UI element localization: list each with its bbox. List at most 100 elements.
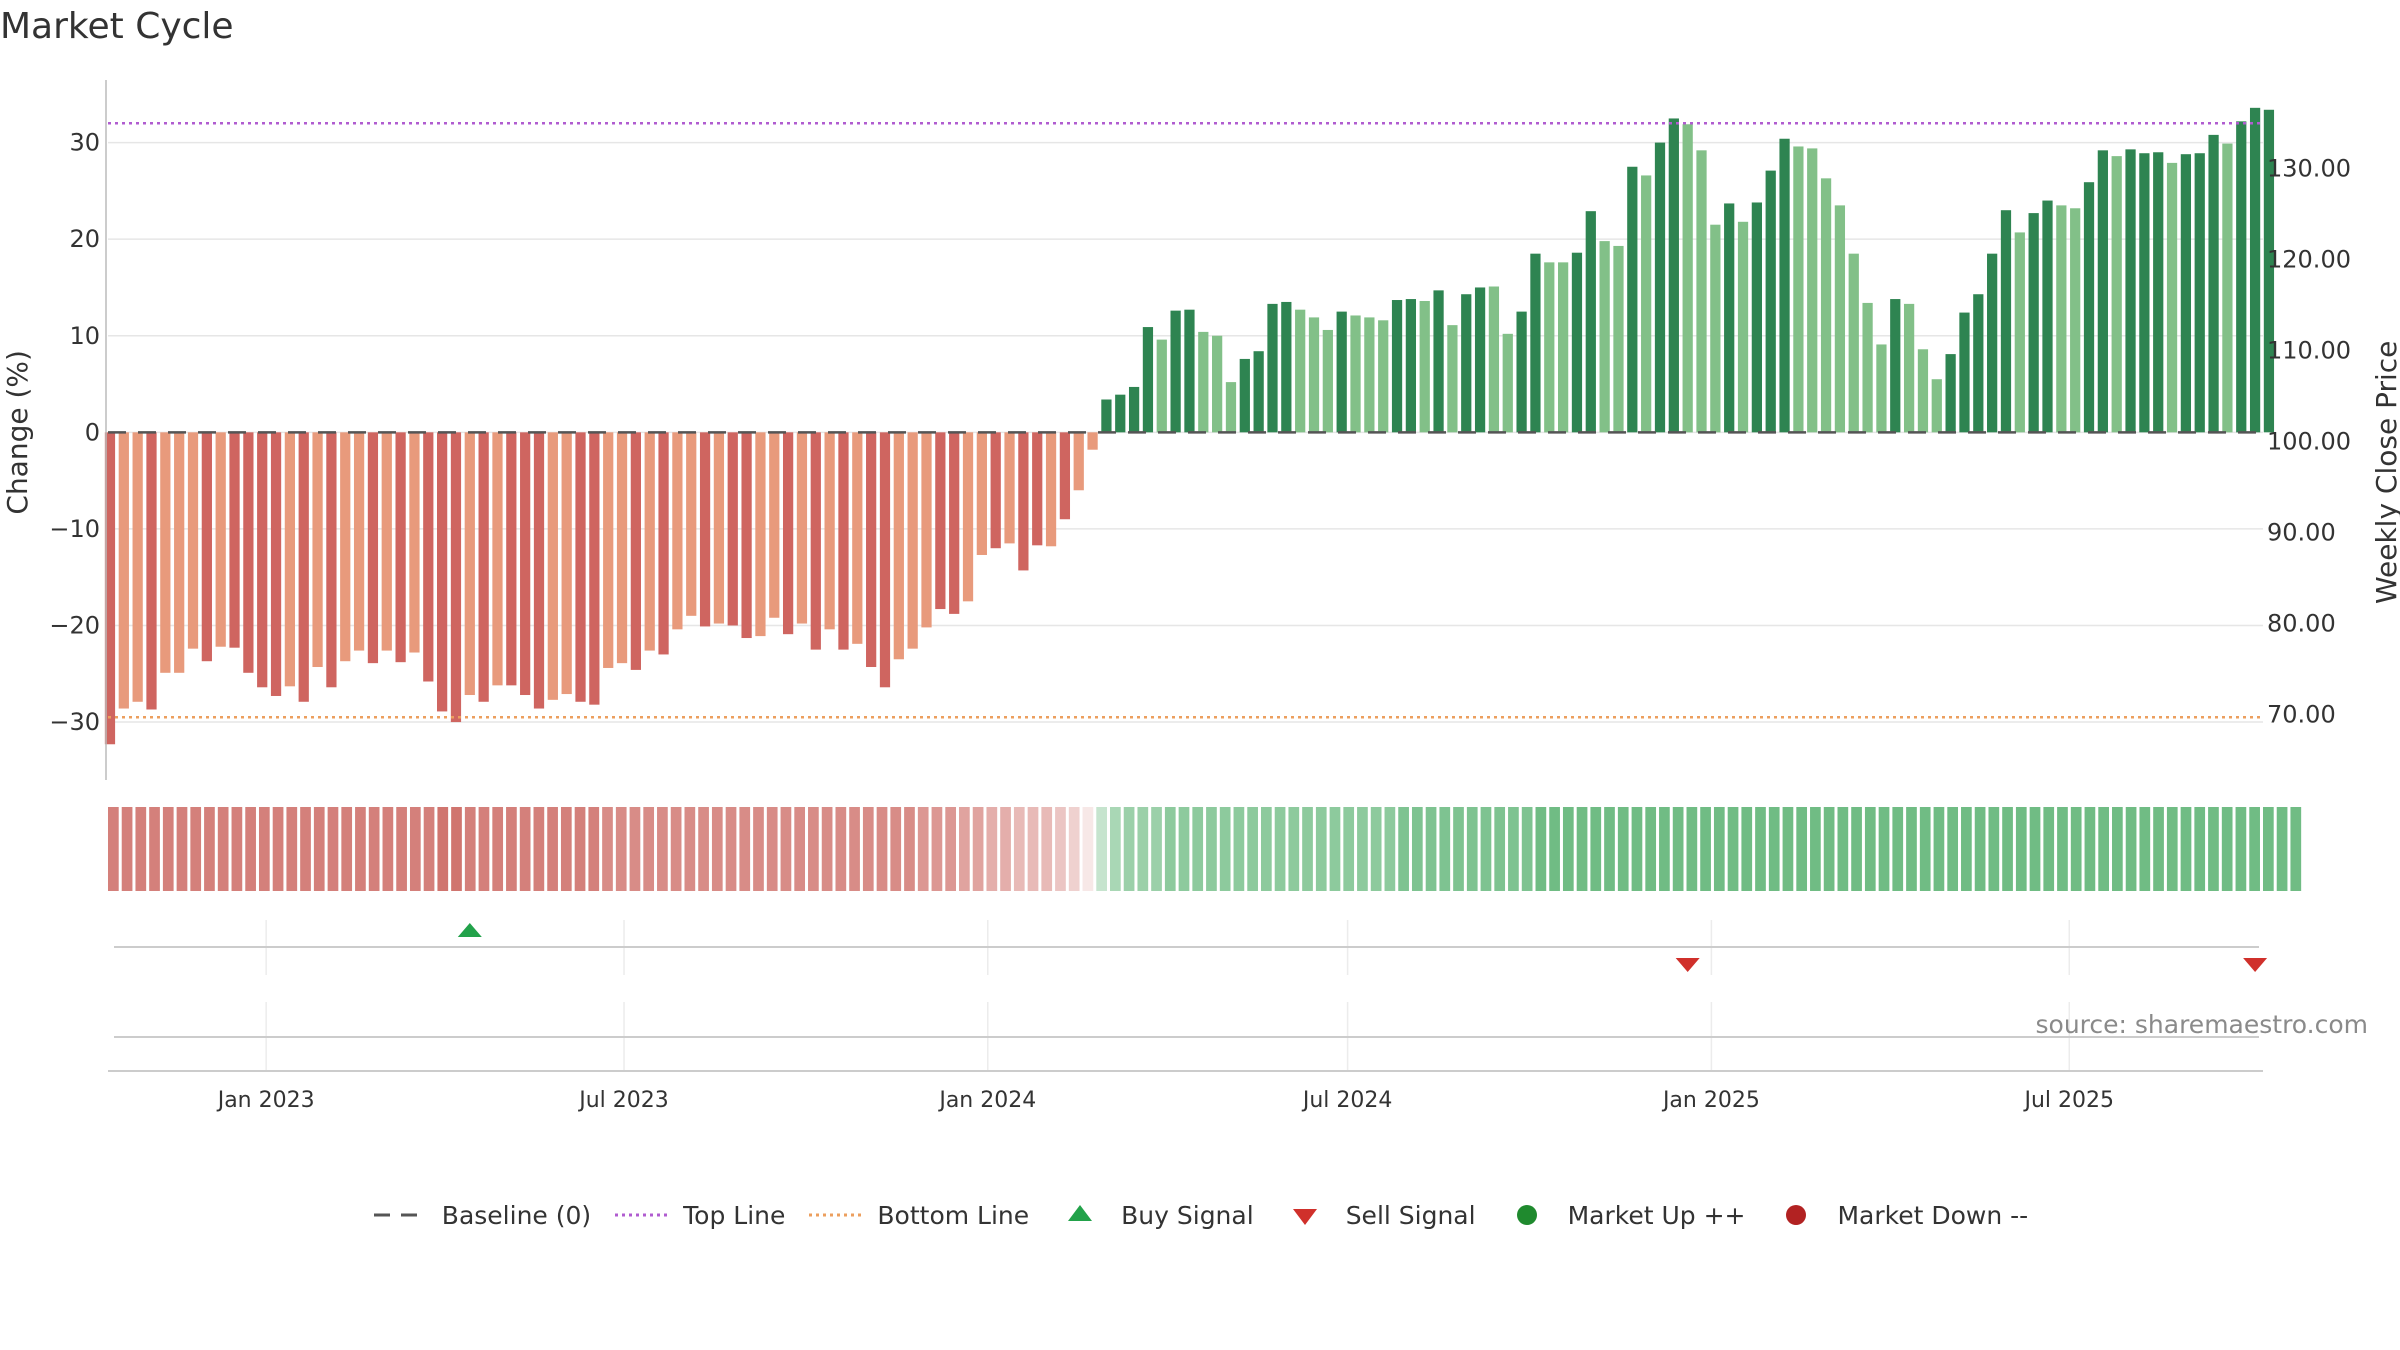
strength-cell	[1000, 807, 1011, 891]
strength-cell	[574, 807, 586, 891]
strength-cell	[1192, 807, 1204, 891]
strength-cell	[1219, 807, 1231, 891]
change-bar	[2056, 205, 2067, 433]
change-bar	[1004, 432, 1015, 544]
strength-cell	[986, 807, 998, 891]
change-bar	[533, 432, 545, 709]
strength-cell	[1521, 807, 1533, 891]
strength-cell	[327, 807, 339, 891]
legend-item-sell-signal[interactable]: Sell Signal	[1276, 1200, 1476, 1230]
change-bar	[464, 432, 475, 696]
strength-cell	[1233, 807, 1245, 891]
axes: −30 −20 −10 0 10 20 30 70.00 80.00 90.00 100.00 110…	[1, 80, 2400, 780]
circle-green-icon	[1498, 1200, 1556, 1230]
strength-cell	[972, 807, 984, 891]
strength-cell	[1206, 807, 1217, 891]
strength-cell	[876, 807, 888, 891]
strength-cell	[2276, 807, 2288, 891]
change-bar	[187, 432, 199, 649]
change-bar	[1405, 299, 1417, 433]
change-bar	[104, 432, 116, 745]
strength-cell	[409, 807, 421, 891]
strength-cell	[945, 807, 956, 891]
strength-cell	[602, 807, 613, 891]
change-bar	[2028, 213, 2039, 433]
source-note: source: sharemaestro.com	[2035, 1010, 2369, 1039]
legend-item-bottom-line[interactable]: Bottom Line	[807, 1200, 1029, 1230]
legend-item-market-up[interactable]: Market Up ++	[1498, 1200, 1745, 1230]
change-bar	[2222, 143, 2233, 433]
strength-cell	[1151, 807, 1162, 891]
triangle-down-icon	[1276, 1200, 1334, 1230]
change-bar	[1903, 303, 1915, 433]
change-bar	[492, 432, 503, 686]
change-bar	[1959, 312, 1970, 433]
change-bar	[838, 432, 849, 650]
change-bar	[326, 432, 337, 688]
strength-cell	[1384, 807, 1396, 891]
y2-tick-label: 80.00	[2267, 610, 2336, 638]
change-bar	[907, 432, 918, 649]
change-bar	[644, 432, 655, 651]
strength-cell	[1302, 807, 1313, 891]
legend-item-top-line[interactable]: Top Line	[613, 1200, 785, 1230]
strength-cell	[739, 807, 751, 891]
legend-item-buy-signal[interactable]: Buy Signal	[1051, 1200, 1254, 1230]
change-bar	[201, 432, 212, 662]
strength-cell	[2139, 807, 2151, 891]
change-bar	[616, 432, 628, 664]
strength-cell	[1686, 807, 1698, 891]
strength-cell	[533, 807, 545, 891]
strength-cell	[1178, 807, 1190, 891]
strength-cell	[135, 807, 147, 891]
change-bar	[1682, 124, 1693, 433]
change-bar	[769, 432, 780, 618]
change-bar	[1198, 331, 1209, 433]
strength-cell	[959, 807, 970, 891]
legend: Baseline (0) Top Line Bottom Line Buy Si…	[0, 1200, 2400, 1230]
strength-cell	[272, 807, 284, 891]
strength-cell	[1247, 807, 1258, 891]
strength-cell	[1137, 807, 1149, 891]
strength-cell	[684, 807, 696, 891]
strength-cell	[629, 807, 641, 891]
strength-cell	[1370, 807, 1382, 891]
signal-panel	[114, 920, 2268, 1071]
change-bar	[2194, 153, 2205, 433]
strength-cell	[1466, 807, 1478, 891]
strength-cell	[1713, 807, 1725, 891]
change-bar	[1295, 309, 1306, 433]
strength-cell	[1906, 807, 1917, 891]
strength-cell	[890, 807, 902, 891]
strength-cell	[1604, 807, 1615, 891]
legend-item-market-down[interactable]: Market Down --	[1767, 1200, 2028, 1230]
change-bar	[1322, 329, 1333, 433]
change-bar	[1834, 205, 1846, 433]
legend-item-baseline[interactable]: Baseline (0)	[372, 1200, 591, 1230]
change-bar	[699, 432, 711, 627]
strength-cell	[1013, 807, 1025, 891]
chart-title: Market Cycle	[0, 6, 234, 47]
y-axis-label: Change (%)	[1, 350, 34, 515]
strength-cell	[1343, 807, 1355, 891]
change-bar	[284, 432, 296, 687]
strength-cell	[1617, 807, 1629, 891]
strength-cell	[245, 807, 256, 891]
change-bar	[437, 432, 448, 712]
y-tick-label: −30	[49, 708, 100, 736]
change-bar	[1018, 432, 1029, 571]
change-bar	[506, 432, 517, 686]
change-bar	[561, 432, 572, 695]
strength-cell	[917, 807, 929, 891]
change-bar	[630, 432, 641, 670]
strength-cell	[492, 807, 504, 891]
strength-cell	[560, 807, 572, 891]
change-bar	[1350, 315, 1361, 433]
change-bar	[1474, 287, 1486, 433]
strength-cell	[1562, 807, 1574, 891]
strength-cell	[1357, 807, 1368, 891]
change-bar	[2111, 156, 2122, 433]
change-bar	[949, 432, 960, 614]
date-axis: Jan 2023 Jul 2023 Jan 2024 Jul 2024 Jan 2025…	[108, 1070, 2263, 1113]
x-tick-label: Jan 2023	[216, 1088, 315, 1113]
